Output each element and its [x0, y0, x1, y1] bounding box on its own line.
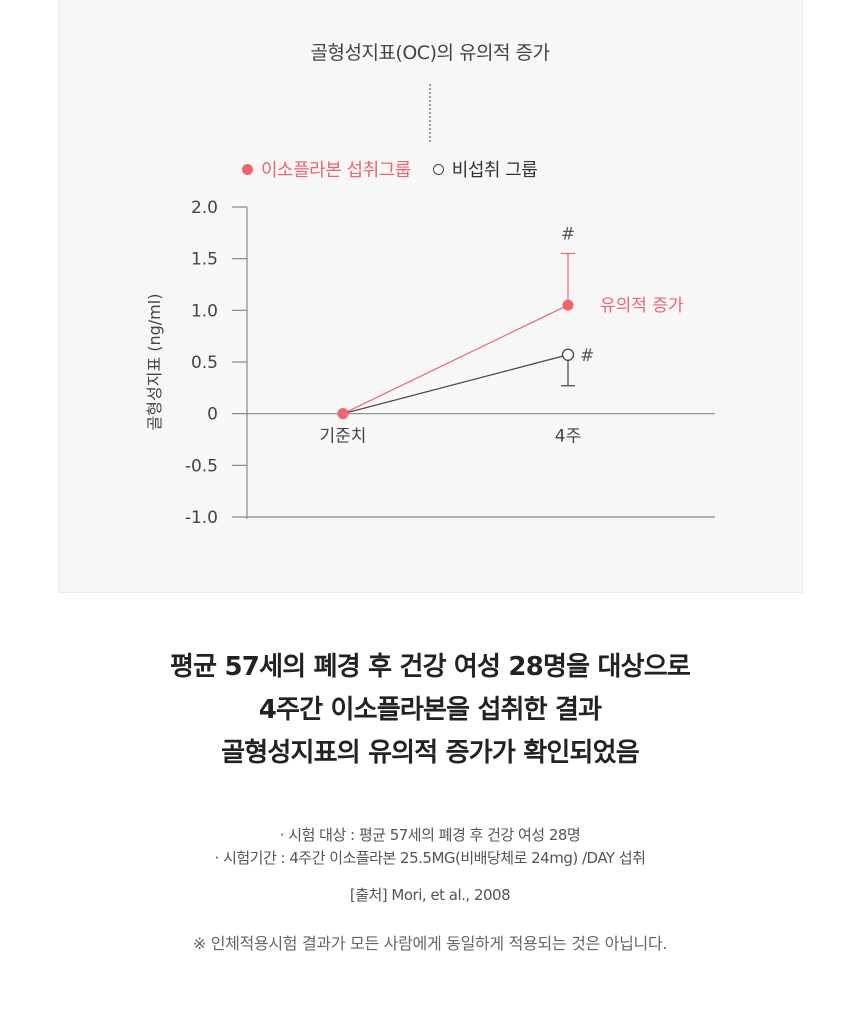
- note-period: · 시험기간 : 4주간 이소플라본 25.5MG(비배당체로 24mg) /D…: [214, 849, 646, 867]
- disclaimer: ※ 인체적용시험 결과가 모든 사람에게 동일하게 적용되는 것은 아닙니다.: [192, 934, 668, 953]
- y-tick-label: -1.0: [185, 508, 218, 528]
- data-point-1-1: [561, 348, 575, 361]
- data-point-0-1: [562, 299, 574, 311]
- headline-line-2: 4주간 이소플라본을 섭취한 결과: [258, 695, 602, 725]
- headline-line-3: 골형성지표의 유의적 증가가 확인되었음: [221, 738, 640, 768]
- y-tick-label: 0: [207, 405, 218, 425]
- data-point-1-0: [337, 408, 349, 420]
- chart-legend: 이소플라본 섭취그룹 비섭취 그룹: [242, 156, 559, 182]
- y-tick-label: -0.5: [185, 456, 218, 476]
- legend-label-control: 비섭취 그룹: [451, 160, 538, 181]
- y-tick-label: 0.5: [191, 353, 218, 373]
- headline: 평균 57세의 폐경 후 건강 여성 28명을 대상으로 4주간 이소플라본을 …: [0, 646, 860, 775]
- y-tick-label: 2.0: [191, 198, 218, 218]
- chart-title: 골형성지표(OC)의 유의적 증가: [310, 42, 550, 64]
- headline-line-1: 평균 57세의 폐경 후 건강 여성 28명을 대상으로: [170, 652, 691, 682]
- significance-mark-control: #: [580, 346, 594, 366]
- legend-item-control: 비섭취 그룹: [432, 156, 538, 182]
- x-tick-label: 기준치: [320, 427, 367, 447]
- filled-circle-icon: [242, 163, 253, 175]
- y-tick-label: 1.5: [191, 250, 218, 270]
- hollow-circle-icon: [432, 163, 444, 175]
- note-subject: · 시험 대상 : 평균 57세의 폐경 후 건강 여성 28명: [279, 826, 581, 844]
- line-chart: 2.0 1.5 1.0 0.5 0 -0.5 -1.0 골형성지표 (ng/ml) 기준치 4주 #…: [145, 198, 715, 528]
- annotation-significant-increase: 유의적 증가: [600, 296, 684, 316]
- y-axis-label: 골형성지표 (ng/ml): [145, 294, 164, 431]
- source-citation: [출처] Mori, et al., 2008: [349, 886, 511, 904]
- study-notes: · 시험 대상 : 평균 57세의 폐경 후 건강 여성 28명 · 시험기간 …: [0, 824, 860, 870]
- series-line-1: [342, 354, 569, 415]
- significance-mark-isoflavone: #: [561, 225, 575, 245]
- y-tick-label: 1.0: [191, 301, 218, 321]
- x-tick-label: 4주: [555, 427, 581, 447]
- legend-item-isoflavone: 이소플라본 섭취그룹: [242, 156, 411, 182]
- legend-label-isoflavone: 이소플라본 섭취그룹: [261, 160, 411, 181]
- dotted-connector: [429, 84, 431, 142]
- series-line-0: [342, 304, 569, 415]
